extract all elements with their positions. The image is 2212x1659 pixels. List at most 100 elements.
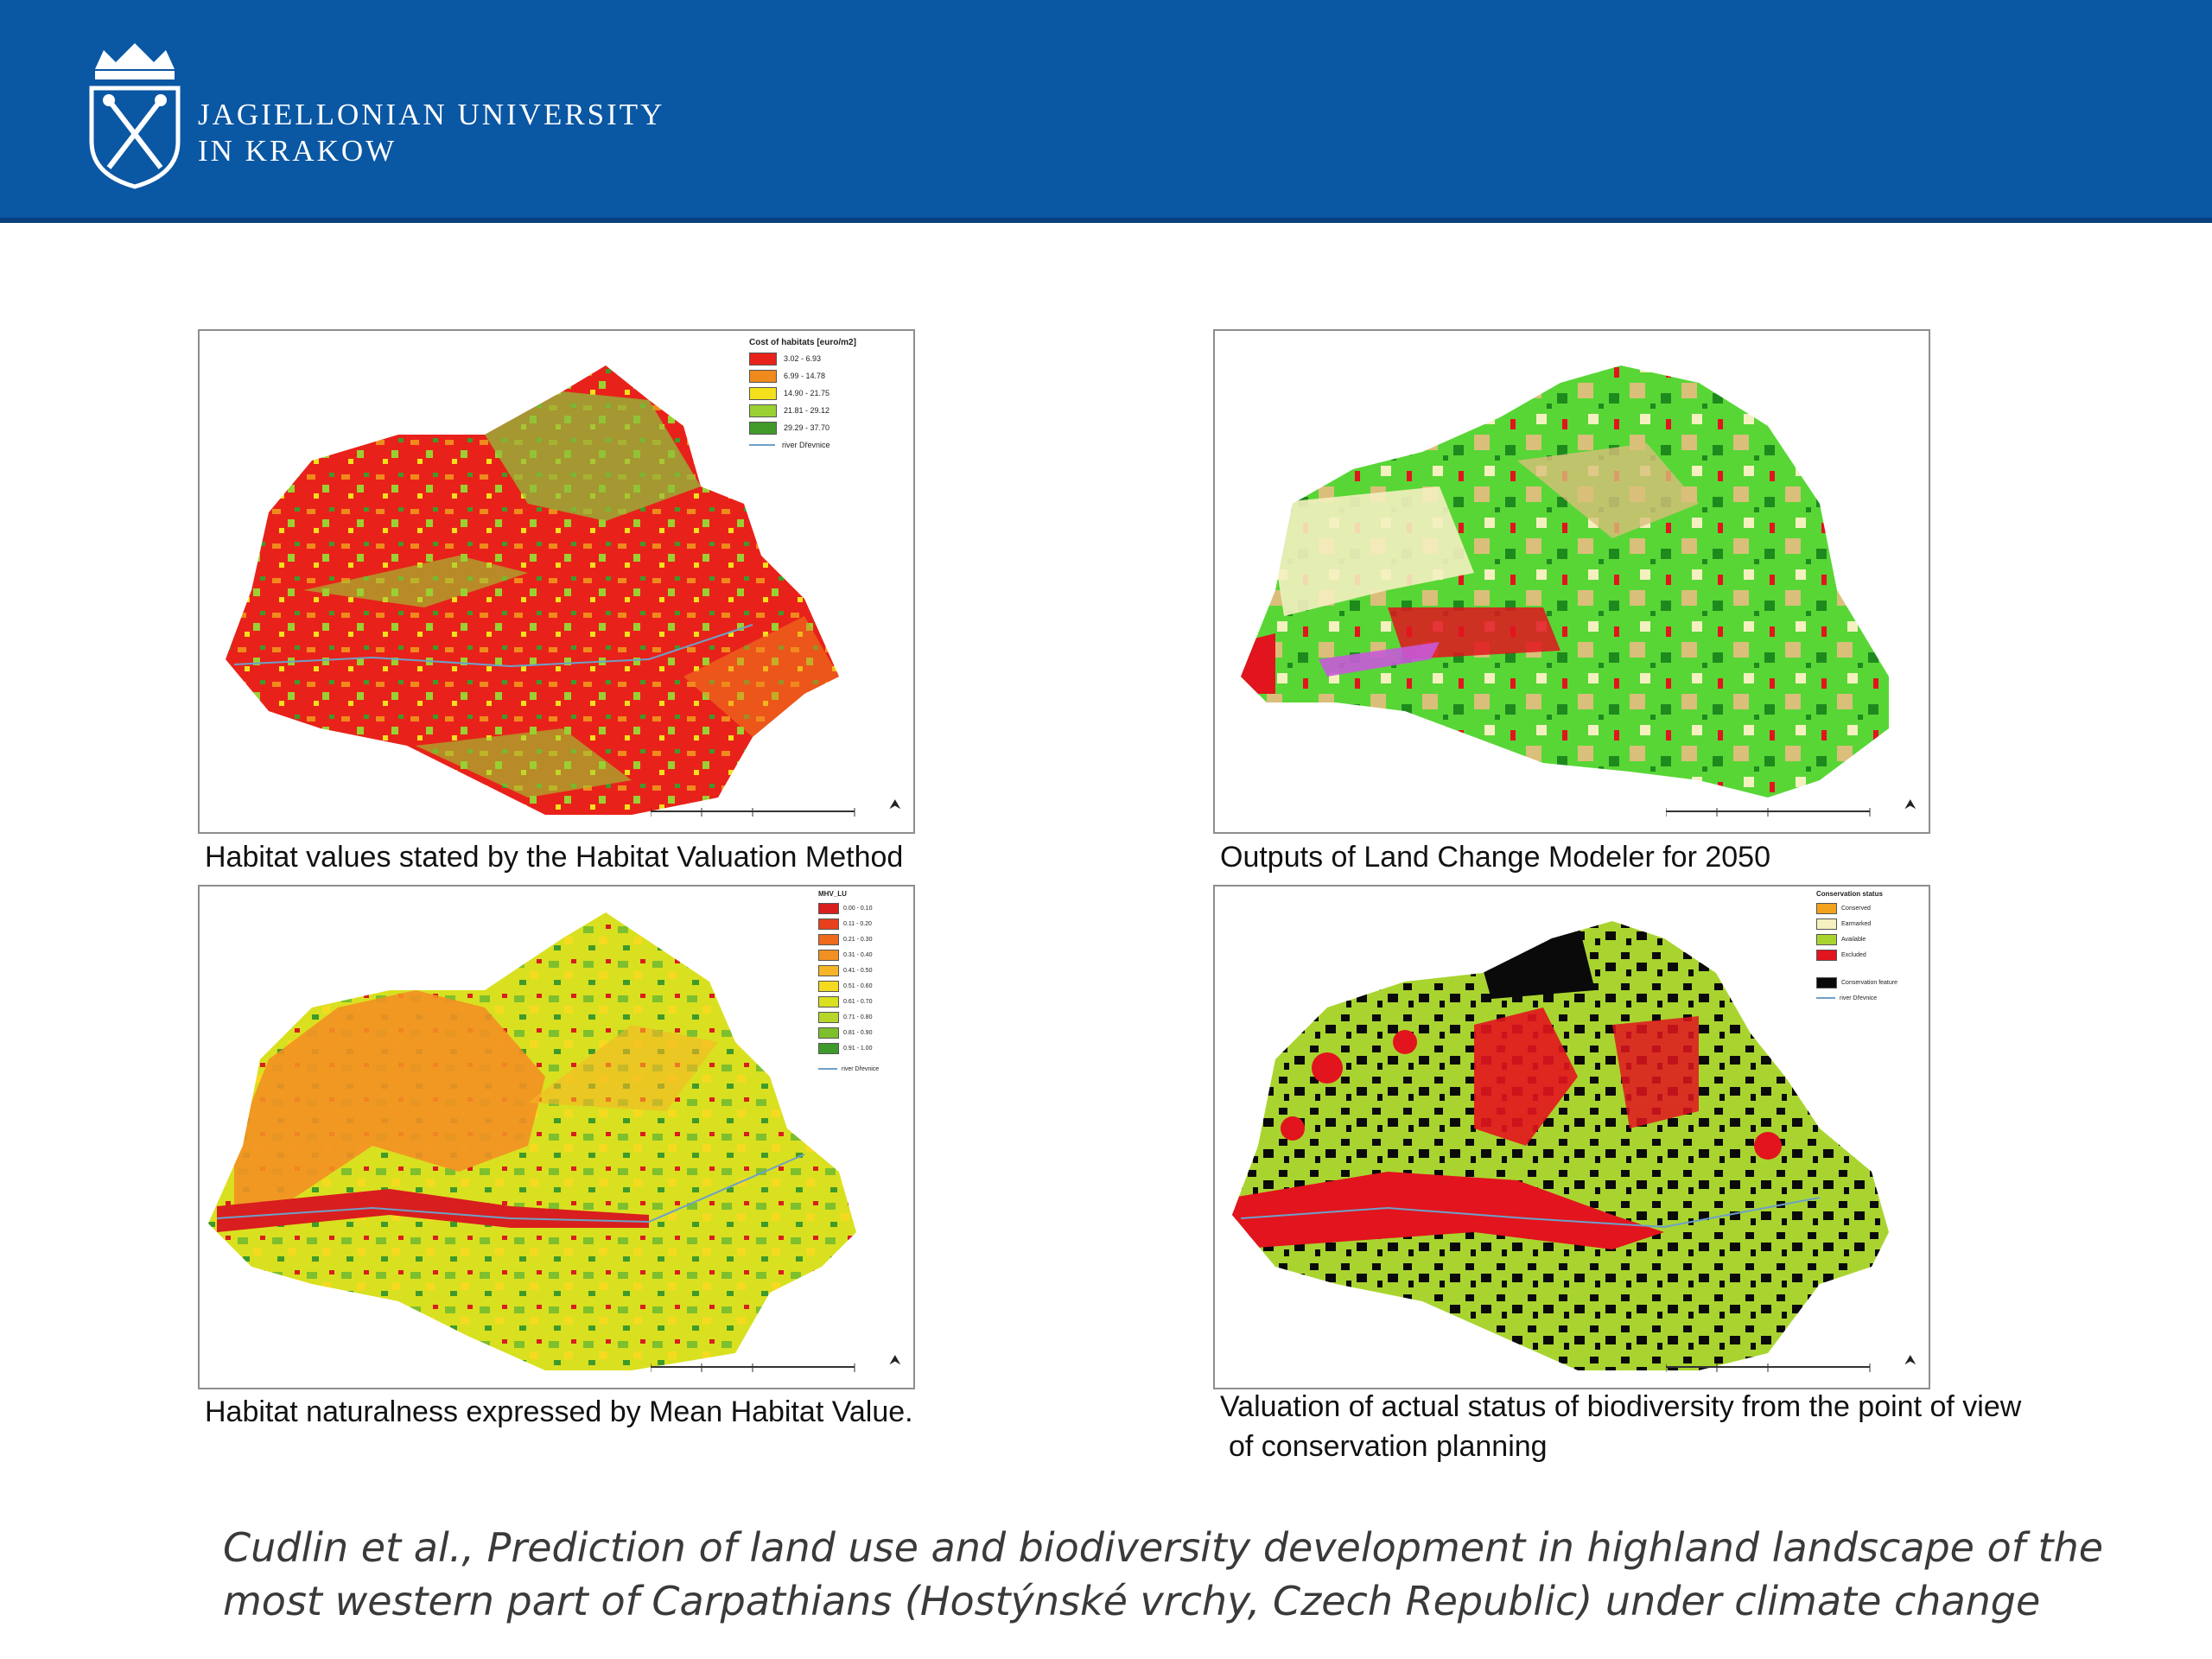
- legend-label: 0.11 - 0.20: [843, 920, 872, 927]
- map-land-change-modeler-image: [1241, 365, 1889, 798]
- legend-swatch: [1816, 902, 1837, 914]
- legend-swatch: [749, 404, 777, 417]
- north-arrow-icon: ⮝: [889, 1353, 901, 1368]
- legend-label: Excluded: [1841, 951, 1866, 958]
- legend-label: 21.81 - 29.12: [784, 406, 830, 415]
- legend-item: 29.29 - 37.70: [749, 419, 905, 436]
- map-conservation-status-caption: Valuation of actual status of biodiversi…: [1220, 1387, 2021, 1466]
- map-conservation-status-legend: Conservation status Conserved Earmarked …: [1816, 890, 1923, 1006]
- legend-swatch: [1816, 918, 1837, 930]
- scale-bar: [1666, 808, 1871, 817]
- map-habitat-naturalness-image: [208, 912, 856, 1370]
- legend-title: Cost of habitats [euro/m2]: [749, 338, 856, 347]
- legend-item: 0.81 - 0.90: [818, 1025, 908, 1040]
- map-habitat-values-image: [226, 365, 839, 815]
- university-name-line1: JAGIELLONIAN UNIVERSITY: [198, 98, 665, 131]
- legend-item: 0.21 - 0.30: [818, 931, 908, 947]
- legend-line: [749, 444, 775, 446]
- scale-bar: [651, 1363, 855, 1372]
- university-name-line2: IN KRAKOW: [198, 134, 397, 168]
- legend-item: 0.61 - 0.70: [818, 994, 908, 1009]
- legend-swatch: [1816, 976, 1837, 988]
- legend-swatch: [818, 918, 839, 930]
- citation-line1: Cudlin et al., Prediction of land use an…: [223, 1524, 2104, 1571]
- legend-label: 0.81 - 0.90: [843, 1029, 873, 1036]
- legend-swatch: [818, 949, 839, 961]
- header-bar: [0, 0, 2212, 223]
- legend-label: Conserved: [1841, 905, 1871, 912]
- legend-item: river Dřevnice: [818, 1061, 908, 1077]
- map-land-change-modeler-caption: Outputs of Land Change Modeler for 2050: [1220, 841, 1770, 874]
- map-conservation-status: Conservation status Conserved Earmarked …: [1213, 885, 1930, 1389]
- scale-bar: [651, 808, 855, 817]
- legend-swatch: [818, 902, 839, 914]
- legend-item: river Dřevnice: [1816, 990, 1923, 1006]
- legend-item: 0.71 - 0.80: [818, 1009, 908, 1025]
- legend-item: 14.90 - 21.75: [749, 385, 905, 402]
- legend-item: 0.31 - 0.40: [818, 947, 908, 963]
- map-conservation-status-image: [1232, 921, 1889, 1370]
- map-habitat-naturalness: MHV_LU 0.00 - 0.10 0.11 - 0.20 0.21 - 0.…: [198, 885, 915, 1389]
- map-habitat-naturalness-legend: MHV_LU 0.00 - 0.10 0.11 - 0.20 0.21 - 0.…: [818, 890, 908, 1077]
- header-shadow: [0, 218, 2212, 223]
- legend-item: Excluded: [1816, 947, 1923, 963]
- north-arrow-icon: ⮝: [1904, 1353, 1916, 1368]
- legend-label: 0.21 - 0.30: [843, 936, 873, 943]
- map-land-change-modeler: ⮝: [1213, 329, 1930, 834]
- legend-swatch: [818, 980, 839, 992]
- legend-label: 0.61 - 0.70: [843, 998, 873, 1005]
- citation-line2: most western part of Carpathians (Hostýn…: [223, 1578, 2041, 1624]
- legend-label: river Dřevnice: [782, 441, 830, 449]
- legend-swatch: [818, 1027, 839, 1039]
- legend-label: 14.90 - 21.75: [784, 389, 830, 397]
- legend-swatch: [749, 352, 777, 365]
- legend-swatch: [749, 369, 777, 383]
- legend-label: 3.02 - 6.93: [784, 354, 822, 363]
- legend-swatch: [818, 964, 839, 976]
- map-habitat-values-legend: Cost of habitats [euro/m2] 3.02 - 6.93 6…: [749, 338, 905, 454]
- legend-swatch: [749, 421, 777, 435]
- legend-item: 6.99 - 14.78: [749, 367, 905, 385]
- legend-label: Available: [1841, 936, 1866, 943]
- legend-label: 29.29 - 37.70: [784, 423, 830, 432]
- legend-item: 3.02 - 6.93: [749, 350, 905, 367]
- legend-label: 0.31 - 0.40: [843, 951, 873, 958]
- legend-swatch: [818, 995, 839, 1007]
- legend-item: 0.00 - 0.10: [818, 900, 908, 916]
- caption-line2: of conservation planning: [1229, 1430, 1548, 1463]
- legend-label: 0.71 - 0.80: [843, 1014, 873, 1020]
- crowned-shield-crossed-sceptres-icon: [89, 43, 181, 189]
- legend-item: river Dřevnice: [749, 436, 905, 454]
- legend-swatch: [818, 1011, 839, 1023]
- legend-item: Conservation feature: [1816, 975, 1923, 990]
- legend-swatch: [1816, 949, 1837, 961]
- legend-line: [1816, 997, 1835, 999]
- legend-item: Earmarked: [1816, 916, 1923, 931]
- legend-line: [818, 1068, 837, 1070]
- map-habitat-values-caption: Habitat values stated by the Habitat Val…: [205, 841, 904, 874]
- legend-item: 0.91 - 1.00: [818, 1040, 908, 1056]
- map-habitat-naturalness-caption: Habitat naturalness expressed by Mean Ha…: [205, 1395, 913, 1428]
- university-name: JAGIELLONIAN UNIVERSITY IN KRAKOW: [198, 97, 664, 169]
- legend-item: 21.81 - 29.12: [749, 402, 905, 419]
- legend-label: 6.99 - 14.78: [784, 372, 826, 380]
- citation: Cudlin et al., Prediction of land use an…: [223, 1521, 2124, 1628]
- caption-line1: Valuation of actual status of biodiversi…: [1220, 1390, 2022, 1423]
- legend-swatch: [818, 1042, 839, 1054]
- legend-title: MHV_LU: [818, 890, 847, 898]
- scale-bar: [1666, 1363, 1871, 1372]
- north-arrow-icon: ⮝: [1904, 798, 1916, 812]
- legend-swatch: [749, 386, 777, 400]
- map-habitat-values: Cost of habitats [euro/m2] 3.02 - 6.93 6…: [198, 329, 915, 834]
- legend-label: Earmarked: [1841, 920, 1872, 927]
- legend-title: Conservation status: [1816, 890, 1883, 898]
- legend-label: 0.41 - 0.50: [843, 967, 873, 974]
- legend-label: Conservation feature: [1841, 979, 1897, 986]
- legend-item: Available: [1816, 931, 1923, 947]
- legend-label: 0.91 - 1.00: [843, 1045, 873, 1052]
- legend-item: 0.51 - 0.60: [818, 978, 908, 994]
- legend-label: river Dřevnice: [1840, 995, 1878, 1001]
- legend-label: 0.51 - 0.60: [843, 982, 873, 989]
- legend-item: 0.11 - 0.20: [818, 916, 908, 931]
- legend-swatch: [818, 933, 839, 945]
